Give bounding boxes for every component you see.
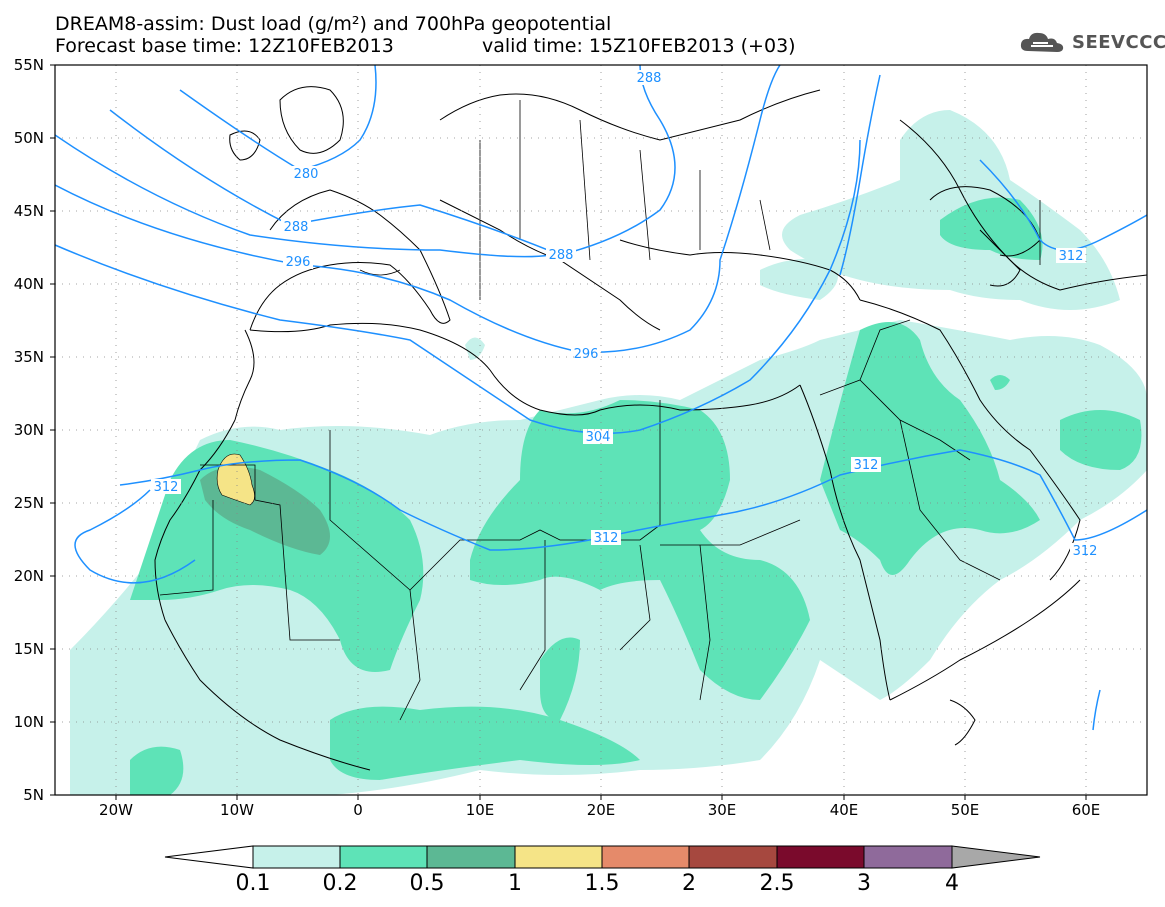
lat-label-5n: 5N bbox=[23, 786, 44, 804]
lat-label-20n: 20N bbox=[13, 567, 44, 585]
colorbar-swatch-1 bbox=[252, 845, 341, 869]
seevccc-logo: SEEVCCC bbox=[1018, 28, 1165, 56]
base-time-label: Forecast base time: 12Z10FEB2013 bbox=[55, 35, 394, 57]
lon-label-40e: 40E bbox=[829, 801, 859, 819]
colorbar-swatch-7 bbox=[776, 845, 865, 869]
dust-area-high bbox=[216, 453, 255, 506]
contour-label-296-east: 296 bbox=[574, 347, 599, 362]
logo-text: SEEVCCC bbox=[1072, 31, 1165, 53]
contour-label-312-oman: 312 bbox=[1073, 544, 1098, 559]
contour-label-312-atlantic: 312 bbox=[154, 480, 179, 495]
contour-labels: 288 280 288 296 288 296 304 312 312 312 … bbox=[151, 70, 1100, 559]
lon-label-10e: 10E bbox=[465, 801, 495, 819]
lat-label-30n: 30N bbox=[13, 421, 44, 439]
colorbar-swatch-5 bbox=[601, 845, 690, 869]
lat-label-25n: 25N bbox=[13, 494, 44, 512]
lon-label-10w: 10W bbox=[220, 801, 254, 819]
lon-label-0: 0 bbox=[353, 801, 363, 819]
lat-label-45n: 45N bbox=[13, 202, 44, 220]
axis-ticks bbox=[50, 64, 1087, 800]
colorbar-swatch-8 bbox=[863, 845, 953, 869]
colorbar-label-2-5: 2.5 bbox=[759, 871, 795, 896]
cloud-icon bbox=[1020, 32, 1064, 52]
contour-label-304: 304 bbox=[586, 430, 611, 445]
colorbar-label-4: 4 bbox=[945, 871, 959, 896]
contour-label-312-arabia: 312 bbox=[854, 458, 879, 473]
contour-label-312-sahara: 312 bbox=[594, 531, 619, 546]
grid-lines bbox=[55, 65, 1147, 795]
colorbar bbox=[164, 845, 1041, 869]
colorbar-label-2: 2 bbox=[682, 871, 696, 896]
contour-label-288-balkan: 288 bbox=[549, 248, 574, 263]
chart-title: DREAM8-assim: Dust load (g/m²) and 700hP… bbox=[55, 13, 612, 35]
contour-label-312-caspian: 312 bbox=[1059, 249, 1084, 264]
lon-label-30e: 30E bbox=[707, 801, 737, 819]
contour-label-288-west: 288 bbox=[284, 220, 309, 235]
contour-label-288-top: 288 bbox=[637, 71, 662, 86]
dust-area-medium bbox=[130, 197, 1142, 795]
colorbar-low-triangle bbox=[164, 845, 254, 869]
colorbar-high-triangle bbox=[951, 845, 1041, 869]
colorbar-swatch-4 bbox=[514, 845, 603, 869]
colorbar-label-0-5: 0.5 bbox=[409, 871, 445, 896]
colorbar-label-0-2: 0.2 bbox=[322, 871, 358, 896]
colorbar-label-3: 3 bbox=[857, 871, 871, 896]
lon-label-20w: 20W bbox=[99, 801, 133, 819]
lon-label-20e: 20E bbox=[586, 801, 616, 819]
country-borders bbox=[159, 100, 1041, 721]
lat-label-10n: 10N bbox=[13, 713, 44, 731]
lat-label-35n: 35N bbox=[13, 348, 44, 366]
colorbar-label-1-5: 1.5 bbox=[584, 871, 620, 896]
contour-label-280: 280 bbox=[294, 167, 319, 182]
colorbar-swatch-6 bbox=[688, 845, 778, 869]
lon-label-60e: 60E bbox=[1071, 801, 1101, 819]
contour-label-296-west: 296 bbox=[286, 255, 311, 270]
lon-label-50e: 50E bbox=[950, 801, 980, 819]
lat-label-40n: 40N bbox=[13, 275, 44, 293]
lat-label-15n: 15N bbox=[13, 640, 44, 658]
valid-time-label: valid time: 15Z10FEB2013 (+03) bbox=[482, 35, 796, 57]
colorbar-label-0-1: 0.1 bbox=[235, 871, 271, 896]
lat-label-50n: 50N bbox=[13, 129, 44, 147]
lat-label-55n: 55N bbox=[13, 56, 44, 74]
colorbar-label-1: 1 bbox=[508, 871, 522, 896]
colorbar-swatch-2 bbox=[339, 845, 428, 869]
colorbar-swatch-3 bbox=[426, 845, 516, 869]
